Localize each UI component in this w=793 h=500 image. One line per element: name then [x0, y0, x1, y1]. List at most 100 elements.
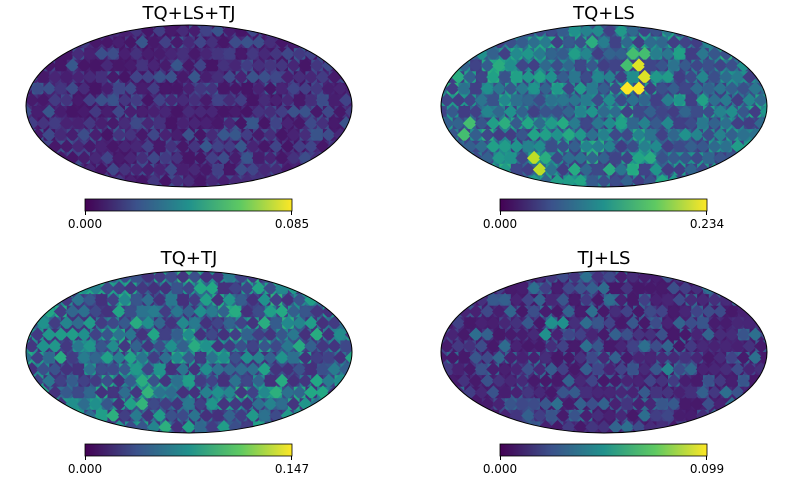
map-pixel [697, 25, 710, 38]
map-pixel [158, 81, 173, 96]
map-pixel [713, 127, 728, 143]
map-pixel [521, 162, 536, 177]
map-pixel [117, 385, 133, 400]
map-pixel [724, 58, 740, 73]
map-pixel [625, 139, 641, 154]
map-pixel [730, 315, 746, 331]
map-pixel [90, 175, 103, 187]
map-pixel [26, 174, 34, 187]
map-pixel [187, 93, 203, 108]
map-pixel [631, 396, 647, 412]
map-pixel [567, 46, 583, 62]
map-pixel [759, 35, 767, 50]
map-pixel [742, 46, 757, 62]
map-pixel [111, 327, 127, 342]
map-pixel [42, 174, 57, 187]
map-pixel [457, 104, 472, 119]
map-pixel [82, 292, 98, 308]
map-pixel [36, 46, 51, 62]
map-pixel [228, 81, 243, 96]
map-pixel [106, 116, 121, 131]
colorbar [499, 198, 708, 212]
map-pixel [678, 127, 693, 143]
map-pixel [263, 281, 278, 296]
map-pixel [346, 59, 352, 72]
map-pixel [649, 46, 664, 62]
map-pixel [475, 271, 489, 284]
map-pixel [590, 339, 606, 354]
map-pixel [158, 327, 173, 342]
map-pixel [475, 25, 489, 38]
map-pixel [625, 93, 641, 108]
map-pixel [441, 36, 448, 49]
map-pixel [84, 271, 97, 284]
map-pixel [749, 59, 762, 72]
map-pixel [767, 410, 779, 422]
map-pixel [350, 385, 352, 400]
map-pixel [164, 139, 179, 154]
map-pixel [509, 292, 524, 308]
map-pixel [625, 162, 641, 177]
map-pixel [753, 46, 767, 62]
map-pixel [129, 69, 144, 85]
map-pixel [26, 373, 34, 389]
map-pixel [53, 58, 69, 73]
map-pixel [175, 362, 191, 377]
map-pixel [340, 409, 352, 422]
map-pixel [350, 292, 352, 308]
map-pixel [199, 93, 214, 108]
map-pixel [458, 152, 471, 165]
map-pixel [26, 140, 39, 153]
map-pixel [257, 93, 272, 108]
map-pixel [123, 396, 139, 412]
map-pixel [36, 25, 51, 38]
map-pixel [205, 127, 220, 143]
map-pixel [515, 304, 530, 319]
map-pixel [457, 373, 472, 389]
map-pixel [292, 93, 307, 108]
map-pixel [719, 292, 734, 308]
map-pixel [245, 292, 261, 308]
map-pixel [544, 408, 559, 423]
map-pixel [135, 127, 150, 143]
map-pixel [338, 385, 352, 400]
map-pixel [245, 46, 261, 62]
map-pixel [759, 373, 767, 389]
map-pixel [590, 315, 606, 331]
map-pixel [245, 362, 261, 377]
map-pixel [474, 315, 489, 331]
map-pixel [765, 271, 767, 284]
map-pixel [286, 396, 302, 412]
map-pixel [146, 150, 162, 166]
map-pixel [631, 104, 647, 119]
map-pixel [327, 162, 342, 177]
map-pixel [321, 150, 336, 166]
map-pixel [309, 373, 325, 389]
map-pixel [42, 104, 57, 119]
colorbar-min-label: 0.000 [68, 217, 102, 231]
map-pixel [441, 305, 448, 318]
map-pixel [71, 292, 86, 308]
map-pixel [631, 281, 647, 296]
map-pixel [344, 35, 352, 50]
colorbar-min-label: 0.000 [483, 217, 517, 231]
map-pixel [187, 25, 203, 38]
map-pixel [199, 25, 214, 38]
map-pixel [111, 127, 127, 143]
map-pixel [719, 93, 734, 108]
map-pixel [245, 116, 261, 131]
map-pixel [321, 373, 336, 389]
map-pixel [556, 116, 571, 131]
map-pixel [649, 362, 664, 377]
map-pixel [100, 373, 115, 389]
map-pixel [441, 373, 449, 389]
map-pixel [352, 340, 364, 352]
map-pixel [719, 116, 734, 131]
map-pixel [689, 104, 705, 119]
map-pixel [26, 281, 34, 296]
map-pixel [567, 408, 583, 423]
map-pixel [441, 398, 448, 411]
map-pixel [350, 339, 352, 354]
map-pixel [637, 385, 652, 400]
map-pixel [352, 141, 364, 153]
